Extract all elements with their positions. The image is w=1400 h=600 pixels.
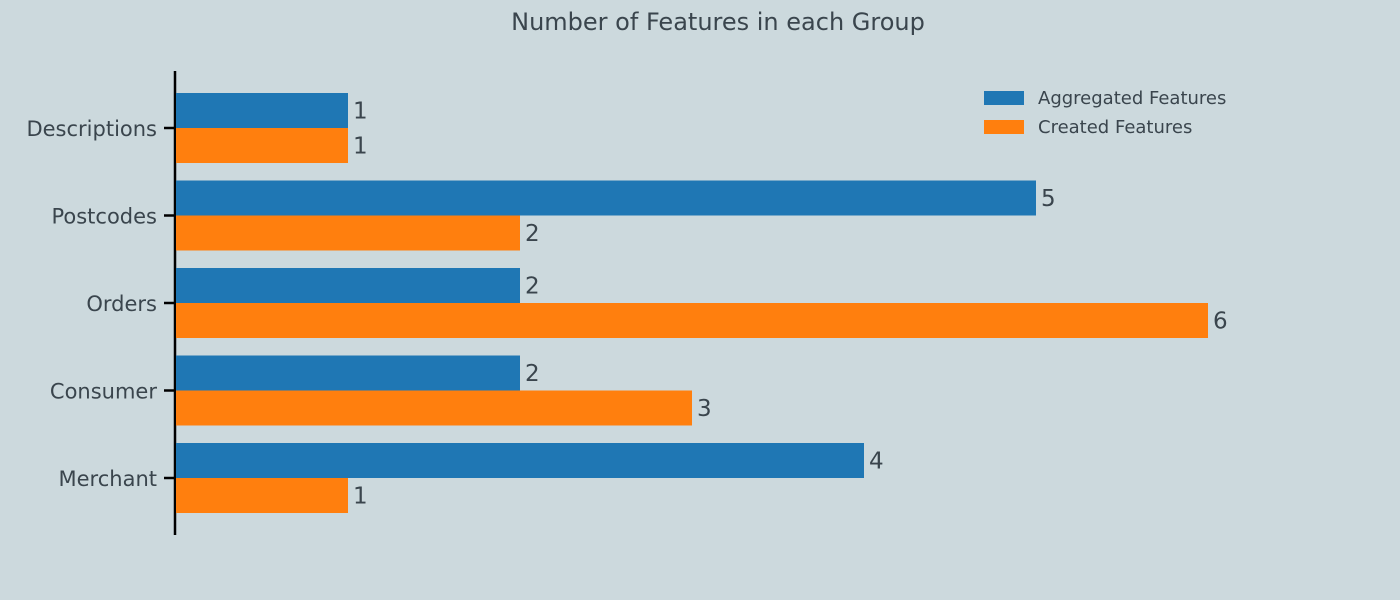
y-tick-label: Consumer [50, 380, 157, 404]
bars-layer: 1 1 5 2 2 6 2 3 4 1 [176, 93, 1228, 513]
y-tick-label: Orders [86, 292, 157, 316]
legend-swatch [984, 91, 1024, 105]
bar-value-label: 2 [525, 221, 540, 247]
bar-value-label: 4 [869, 449, 884, 475]
bar-value-label: 6 [1213, 309, 1228, 335]
bar-created [176, 303, 1208, 338]
bar-value-label: 2 [525, 361, 540, 387]
bar-created [176, 128, 348, 163]
y-tick-label: Merchant [59, 467, 157, 491]
bar-value-label: 3 [697, 396, 712, 422]
legend-swatch [984, 120, 1024, 134]
bar-aggregated [176, 93, 348, 128]
bar-value-label: 2 [525, 274, 540, 300]
bar-created [176, 478, 348, 513]
bar-created [176, 215, 520, 251]
y-tick-label: Descriptions [26, 117, 157, 141]
legend: Aggregated Features Created Features [984, 88, 1226, 138]
bar-value-label: 1 [353, 484, 368, 510]
y-ticks-layer: Descriptions Postcodes Orders Consumer Merch… [26, 117, 175, 491]
bar-aggregated [176, 268, 520, 303]
bar-value-label: 1 [353, 99, 368, 125]
bar-value-label: 1 [353, 134, 368, 160]
legend-label: Aggregated Features [1038, 88, 1226, 109]
y-tick-label: Postcodes [51, 205, 157, 229]
bar-value-label: 5 [1041, 186, 1056, 212]
bar-aggregated [176, 180, 1036, 216]
bar-created [176, 390, 692, 426]
legend-label: Created Features [1038, 117, 1192, 138]
bar-aggregated [176, 443, 864, 478]
chart-title: Number of Features in each Group [511, 8, 925, 36]
bar-aggregated [176, 355, 520, 391]
